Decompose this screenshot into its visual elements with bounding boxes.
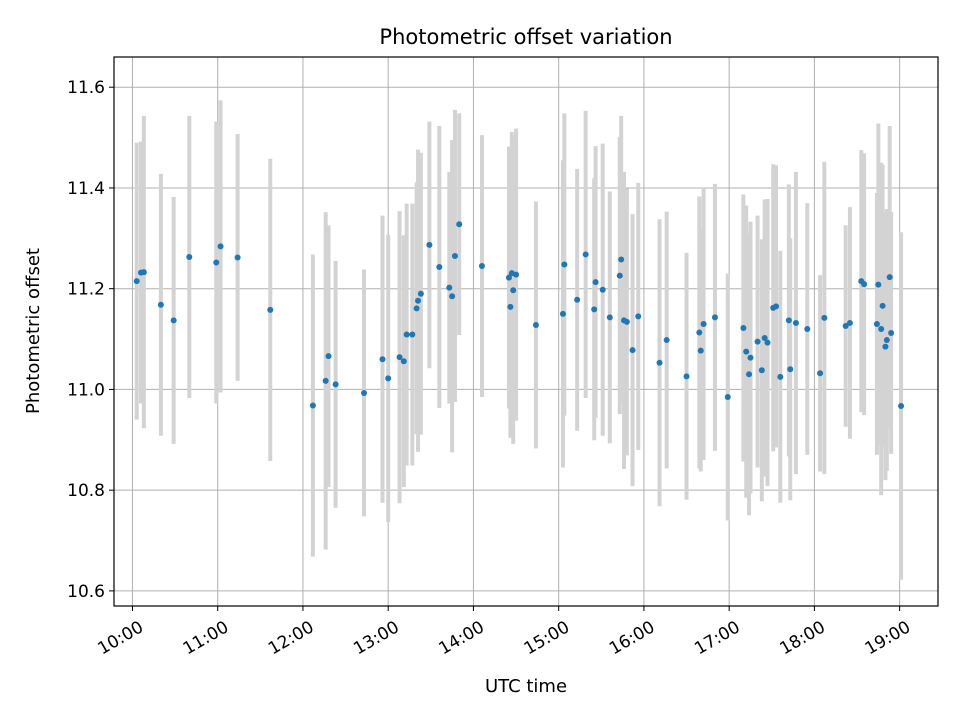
- data-point: [886, 274, 893, 281]
- data-point: [882, 343, 889, 350]
- data-point: [743, 348, 750, 355]
- data-point: [787, 366, 794, 373]
- data-point: [591, 306, 598, 313]
- y-tick-label: 11.0: [67, 380, 105, 400]
- data-point: [747, 354, 754, 361]
- data-point: [873, 320, 880, 327]
- data-point: [875, 281, 882, 288]
- data-point: [879, 302, 886, 309]
- data-point: [761, 335, 768, 342]
- y-axis-label: Photometric offset: [23, 248, 44, 414]
- data-point: [532, 321, 539, 328]
- data-point: [861, 281, 868, 288]
- data-point: [186, 253, 193, 260]
- data-point: [267, 306, 274, 313]
- data-point: [754, 338, 761, 345]
- data-point: [616, 272, 623, 279]
- data-point: [663, 337, 670, 344]
- data-point: [409, 331, 416, 338]
- data-point: [618, 256, 625, 263]
- data-point: [451, 252, 458, 259]
- data-point: [325, 353, 332, 360]
- data-point: [635, 313, 642, 320]
- data-point: [758, 367, 765, 374]
- chart-title: Photometric offset variation: [379, 25, 672, 49]
- data-point: [697, 347, 704, 354]
- plot-frame: [113, 56, 939, 607]
- data-point: [396, 354, 403, 361]
- data-point: [724, 393, 731, 400]
- data-point: [133, 278, 140, 285]
- data-point: [322, 377, 329, 384]
- data-point: [309, 402, 316, 409]
- data-point: [700, 320, 707, 327]
- data-point: [449, 293, 456, 300]
- data-point: [606, 314, 613, 321]
- data-point: [436, 264, 443, 271]
- data-point: [785, 317, 792, 324]
- data-point: [777, 373, 784, 380]
- data-point: [746, 371, 753, 378]
- data-point: [792, 319, 799, 326]
- data-point: [592, 279, 599, 286]
- data-point: [711, 314, 718, 321]
- data-point: [507, 303, 514, 310]
- data-point: [140, 269, 147, 276]
- data-point: [561, 261, 568, 268]
- data-point: [582, 251, 589, 258]
- data-point: [426, 241, 433, 248]
- data-point: [821, 314, 828, 321]
- data-point: [505, 274, 512, 281]
- data-point: [740, 324, 747, 331]
- y-tick-label: 10.8: [67, 481, 105, 501]
- data-point: [513, 271, 520, 278]
- data-point: [213, 259, 220, 266]
- data-point: [446, 284, 453, 291]
- data-point: [574, 296, 581, 303]
- data-point: [842, 322, 849, 329]
- data-point: [403, 331, 410, 338]
- data-point: [332, 381, 339, 388]
- data-point: [883, 337, 890, 344]
- data-point: [764, 339, 771, 346]
- data-point: [846, 319, 853, 326]
- data-point: [478, 263, 485, 270]
- data-point: [804, 325, 811, 332]
- data-point: [385, 375, 392, 382]
- y-tick-label: 11.6: [67, 78, 105, 98]
- y-tick-label: 11.2: [67, 280, 105, 300]
- data-point: [623, 318, 630, 325]
- data-point: [157, 301, 164, 308]
- data-point: [234, 254, 241, 261]
- data-point: [415, 297, 422, 304]
- data-point: [656, 359, 663, 366]
- data-point: [217, 243, 224, 250]
- data-point: [417, 290, 424, 297]
- data-point: [510, 287, 517, 294]
- data-points: [133, 221, 905, 410]
- y-tick-label: 10.6: [67, 582, 105, 602]
- data-point: [361, 389, 368, 396]
- data-point: [559, 310, 566, 317]
- data-point: [878, 325, 885, 332]
- data-point: [599, 286, 606, 293]
- data-point: [696, 329, 703, 336]
- data-point: [379, 356, 386, 363]
- data-point: [170, 317, 177, 324]
- data-point: [817, 370, 824, 377]
- data-point: [773, 303, 780, 310]
- data-point: [629, 347, 636, 354]
- data-point: [400, 358, 407, 365]
- data-point: [898, 403, 905, 410]
- data-point: [683, 373, 690, 380]
- data-point: [413, 305, 420, 312]
- data-point: [888, 330, 895, 337]
- x-axis-label: UTC time: [485, 676, 567, 697]
- y-axis-ticks: 10.6 10.8 11.0 11.2 11.4 11.6: [67, 78, 114, 602]
- data-point: [456, 221, 463, 228]
- y-tick-label: 11.4: [67, 179, 105, 199]
